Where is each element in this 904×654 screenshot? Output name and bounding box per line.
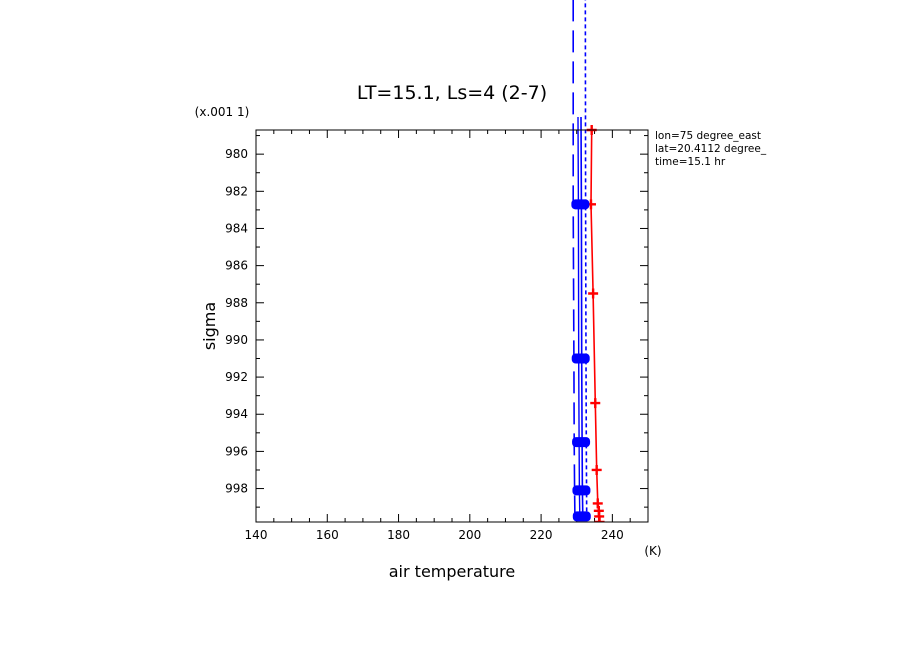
- plot-frame: [255, 129, 649, 523]
- series-point-0: [591, 464, 602, 475]
- y-tick-label: 998: [225, 482, 248, 496]
- y-unit-label: (x.001 1): [195, 105, 250, 119]
- x-tick-label: 220: [530, 528, 553, 542]
- series-layer: [571, 0, 605, 522]
- y-tick-label: 980: [225, 147, 248, 161]
- series-line-1: [580, 116, 584, 517]
- y-tick-label: 990: [225, 333, 248, 347]
- x-unit-label: (K): [644, 544, 661, 558]
- series-point-0: [588, 288, 599, 299]
- y-tick-label: 982: [225, 184, 248, 198]
- series-point-1: [572, 511, 591, 522]
- annotation-lat: lat=20.4112 degree_: [655, 143, 767, 155]
- annotations: lon=75 degree_east lat=20.4112 degree_ t…: [655, 130, 767, 168]
- annotation-time: time=15.1 hr: [655, 156, 726, 168]
- x-tick-label: 240: [601, 528, 624, 542]
- y-tick-label: 996: [225, 444, 248, 458]
- x-tick-label: 140: [245, 528, 268, 542]
- series-point-0: [590, 398, 601, 409]
- y-tick-label: 986: [225, 259, 248, 273]
- x-axis-label: air temperature: [389, 562, 515, 581]
- series-point-1: [572, 485, 591, 496]
- y-tick-label: 994: [225, 407, 248, 421]
- chart-title: LT=15.1, Ls=4 (2-7): [357, 82, 547, 104]
- y-tick-label: 984: [225, 221, 248, 235]
- series-line-2: [572, 0, 576, 517]
- y-axis-label: sigma: [200, 302, 219, 350]
- y-tick-label: 988: [225, 296, 248, 310]
- x-tick-label: 200: [458, 528, 481, 542]
- annotation-lon: lon=75 degree_east: [655, 130, 761, 142]
- y-tick-label: 992: [225, 370, 248, 384]
- series-point-0: [594, 517, 605, 522]
- x-tick-label: 160: [316, 528, 339, 542]
- series-point-1: [571, 199, 590, 210]
- series-line-0: [590, 129, 601, 522]
- series-line-3: [584, 0, 588, 517]
- series-line-1-companion: [577, 116, 581, 517]
- x-tick-label: 180: [387, 528, 410, 542]
- y-axis-ticks: 980 982 984 986 988 990 992 994 996 998: [225, 135, 648, 508]
- x-axis-ticks: 140 160 180 200 220 240: [245, 130, 649, 542]
